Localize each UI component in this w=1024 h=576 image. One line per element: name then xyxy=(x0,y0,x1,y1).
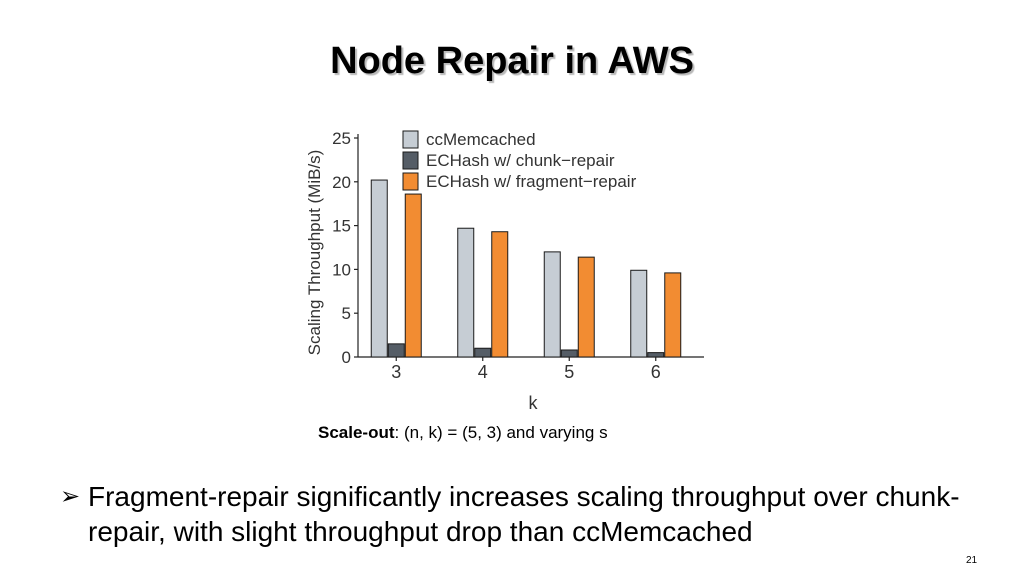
plot-area: 0 5 10 15 20 25 Scaling Throughput (MiB/s) 3 4 5 6… xyxy=(305,129,704,413)
bullet-text: Fragment-repair significantly increases … xyxy=(88,481,960,547)
bar xyxy=(457,227,475,358)
bar xyxy=(474,347,492,358)
bar-chart: 0 5 10 15 20 25 Scaling Throughput (MiB/s) 3 4 5 6… xyxy=(305,129,704,413)
x-tick-label: 6 xyxy=(651,362,661,382)
y-tick-label: 0 xyxy=(342,348,351,367)
caption-rest: : (n, k) = (5, 3) and varying s xyxy=(394,423,608,442)
bar xyxy=(560,349,578,358)
x-axis-label: k xyxy=(529,393,539,413)
y-tick-label: 5 xyxy=(342,304,351,323)
bullet-point: ➢ Fragment-repair significantly increase… xyxy=(60,479,960,549)
x-tick-label: 3 xyxy=(391,362,401,382)
slide-title: Node Repair in AWS xyxy=(330,40,694,82)
y-tick-label: 25 xyxy=(332,129,351,148)
legend-swatch xyxy=(402,172,419,191)
bar xyxy=(543,251,561,358)
legend-swatch xyxy=(402,151,419,170)
chart-caption: Scale-out: (n, k) = (5, 3) and varying s xyxy=(318,423,608,443)
legend-swatch xyxy=(402,130,419,149)
y-tick-label: 15 xyxy=(332,217,351,236)
bar xyxy=(647,352,665,358)
bar xyxy=(491,231,509,358)
bar xyxy=(630,269,648,358)
caption-bold: Scale-out xyxy=(318,423,395,442)
bar xyxy=(664,272,682,358)
bar xyxy=(387,343,405,358)
x-tick-label: 4 xyxy=(478,362,488,382)
y-tick-label: 10 xyxy=(332,260,351,279)
legend-label: ECHash w/ chunk−repair xyxy=(426,151,615,170)
page-number: 21 xyxy=(966,555,978,566)
y-tick-label: 20 xyxy=(332,173,351,192)
bar xyxy=(404,193,422,358)
arrow-bullet-icon: ➢ xyxy=(60,483,81,510)
y-axis-label: Scaling Throughput (MiB/s) xyxy=(305,150,324,356)
x-tick-label: 5 xyxy=(564,362,574,382)
legend-label: ccMemcached xyxy=(426,130,536,149)
bar xyxy=(577,256,595,358)
legend-label: ECHash w/ fragment−repair xyxy=(426,172,637,191)
bar xyxy=(370,179,388,358)
